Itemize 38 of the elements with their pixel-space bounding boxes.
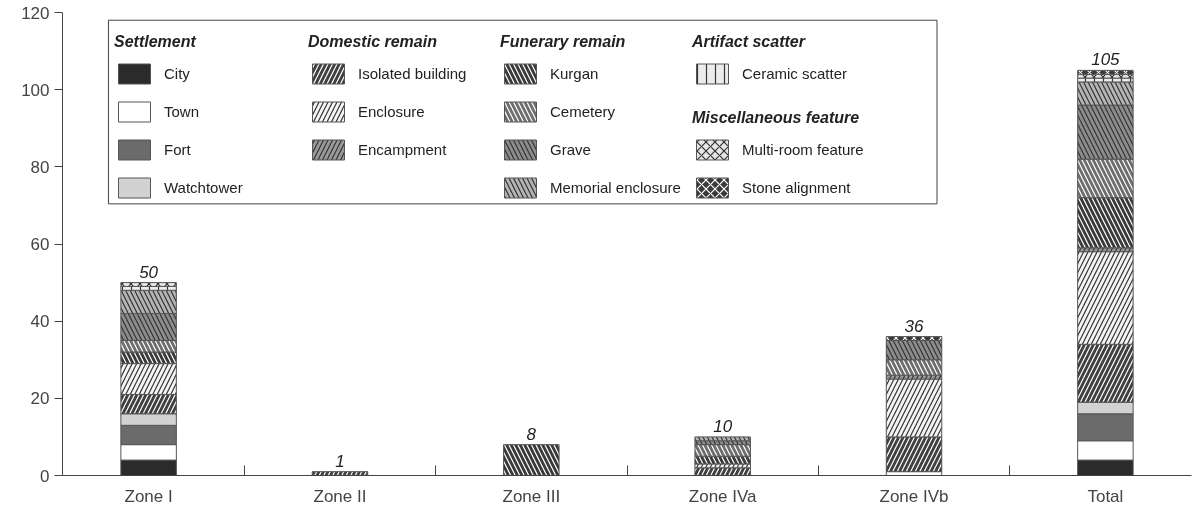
y-tick-label: 100 [21, 80, 50, 100]
y-tick-label: 0 [40, 466, 50, 486]
x-tick-label: Zone IVb [879, 486, 949, 506]
x-tick-label: Zone IVa [688, 486, 758, 506]
legend-label: Kurgan [550, 65, 599, 82]
legend-label: Memorial enclosure [550, 179, 681, 196]
legend-label: Isolated building [358, 65, 467, 82]
annotation: Artifact scatter [692, 33, 807, 51]
x-tick-label: Zone II [313, 486, 367, 506]
total-label: 10 [713, 416, 733, 436]
annotation: Funerary remain [500, 33, 627, 51]
legend-label: Cemetery [550, 103, 616, 120]
legend-label: Ceramic scatter [742, 65, 848, 82]
total-label: 105 [1091, 50, 1121, 70]
annotation: Domestic remain [308, 33, 438, 51]
legend-label: Town [164, 103, 200, 120]
y-tick-label: 40 [30, 312, 50, 332]
legend-label: Stone alignment [742, 179, 851, 196]
x-tick-label: Zone I [124, 486, 173, 506]
y-tick-label: 60 [30, 235, 50, 254]
legend-label: Watchtower [164, 179, 243, 196]
y-tick-label: 20 [30, 389, 50, 409]
legend-label: City [164, 65, 190, 82]
legend-label: Encampment [358, 141, 447, 158]
total-label: 50 [139, 262, 159, 282]
x-tick-label: Zone III [502, 486, 561, 506]
x-tick-label: Total [1087, 486, 1124, 506]
annotation: Settlement [114, 33, 198, 51]
legend-label: Grave [550, 141, 591, 158]
total-label: 36 [904, 316, 925, 336]
annotation: Miscellaneous feature [692, 109, 861, 127]
total-label: 8 [526, 424, 537, 444]
legend-label: Enclosure [358, 103, 425, 120]
y-tick-label: 120 [21, 3, 50, 23]
legend-label: Multi-room feature [742, 141, 864, 158]
legend-label: Fort [164, 141, 191, 158]
y-tick-label: 80 [30, 157, 50, 177]
total-label: 1 [335, 451, 345, 471]
